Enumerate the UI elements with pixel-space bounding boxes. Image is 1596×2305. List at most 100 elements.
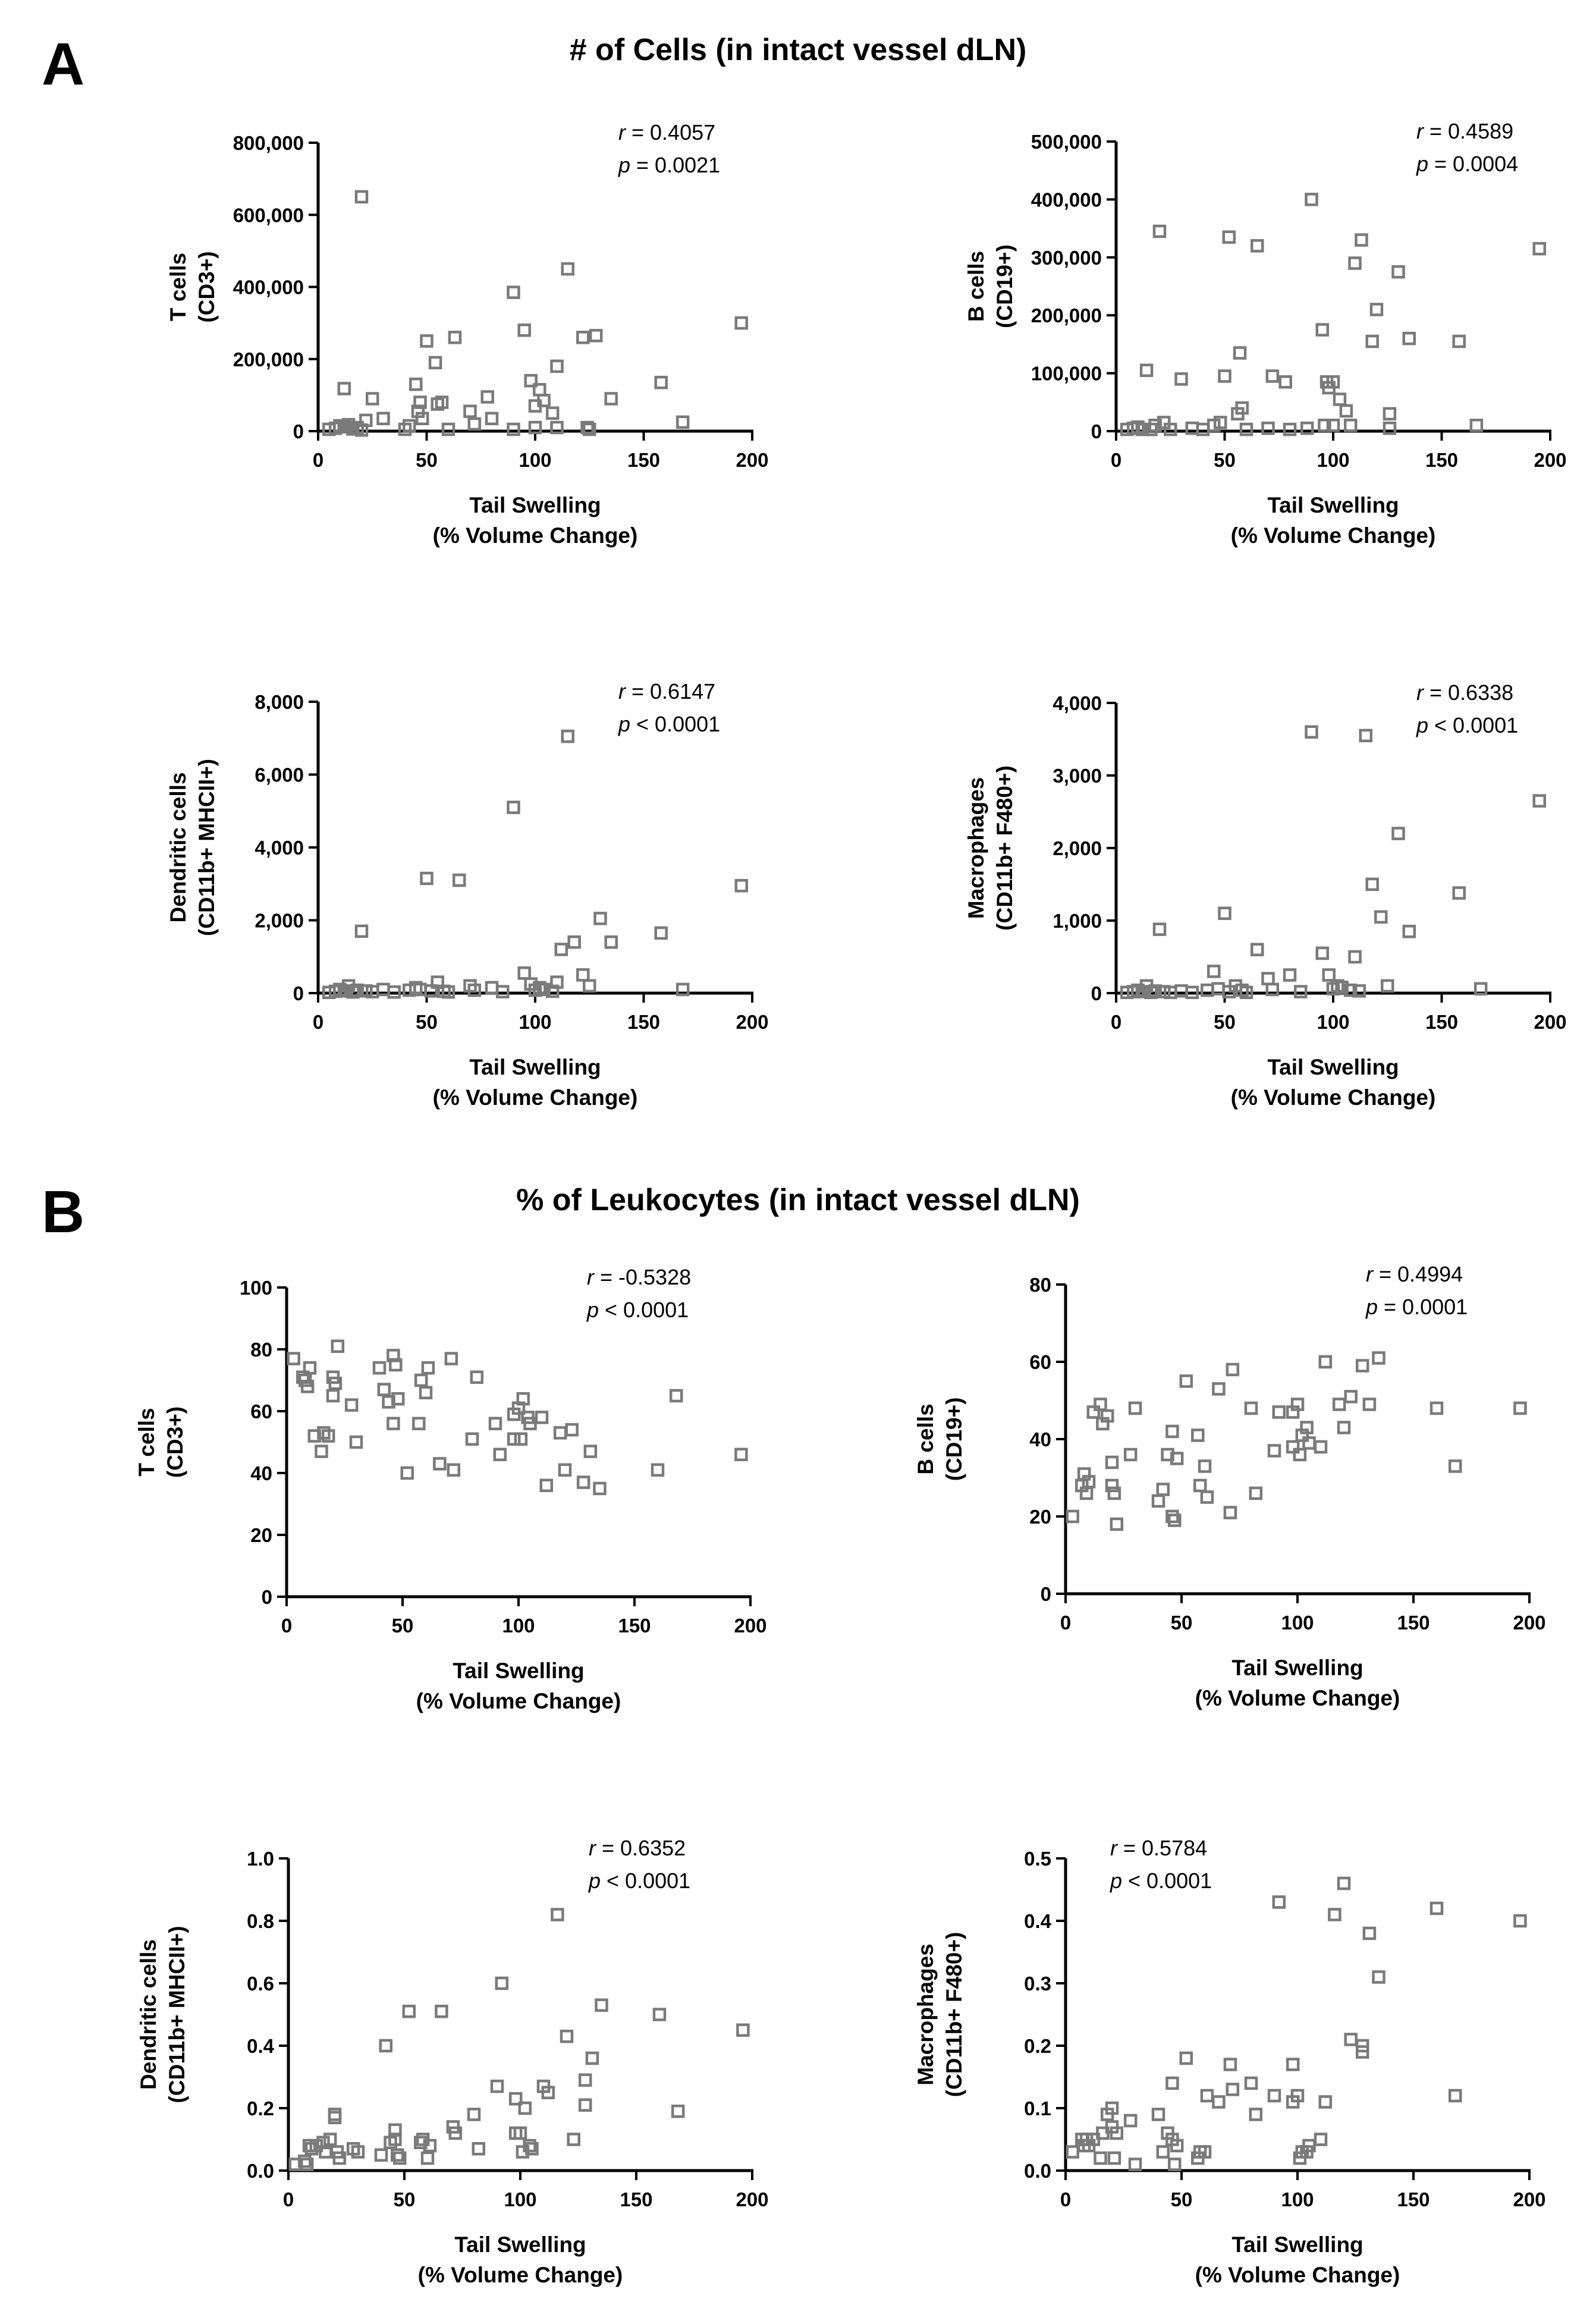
correlation-r-text: r = 0.5784 (1110, 1836, 1207, 1860)
data-point (350, 983, 364, 997)
data-point (465, 1432, 479, 1446)
y-tick-label: 2,000 (1053, 837, 1102, 859)
y-tick-label: 20 (1029, 1506, 1051, 1528)
data-point (1365, 334, 1379, 348)
y-tick-label: 0.4 (247, 2035, 275, 2057)
data-point (550, 975, 564, 989)
data-point (409, 377, 423, 391)
data-point (583, 422, 596, 436)
data-point (1223, 2058, 1237, 2071)
x-axis-label: Tail Swelling (469, 493, 601, 517)
x-tick-label: 100 (502, 1615, 535, 1637)
data-point (1218, 906, 1231, 921)
y-axis-label: T cells (166, 253, 190, 321)
x-tick-label: 0 (313, 449, 323, 471)
data-point (507, 800, 520, 814)
x-tick-label: 200 (1534, 449, 1566, 471)
data-point (1326, 375, 1340, 389)
y-tick-label: 600,000 (233, 204, 304, 226)
data-point (554, 943, 568, 956)
y-tick-label: 0.6 (247, 1973, 274, 1995)
data-point (1235, 401, 1249, 415)
scatter-b-cells-count: 0 100,000 200,000 300,000 400,000 500,000 0 50 1… (964, 119, 1567, 548)
data-point (1123, 1447, 1138, 1462)
x-axis-label-units: (% Volume Change) (1231, 1085, 1436, 1110)
correlation-r-text: r = 0.6147 (618, 679, 715, 704)
data-point (331, 1339, 345, 1354)
p-value-text: p < 0.0001 (588, 1869, 690, 1893)
data-point (1168, 2158, 1182, 2171)
data-point (1170, 2138, 1184, 2153)
x-tick-label: 150 (1425, 449, 1458, 471)
data-point (1198, 2145, 1212, 2159)
x-tick-label: 0 (1060, 1612, 1071, 1634)
data-point (420, 2151, 435, 2165)
scatter-t-cells-percent: 0 20 40 60 80 100 0 50 100 150 200 Tail Swelling (% … (134, 1265, 767, 1713)
p-symbol: p (588, 1869, 601, 1893)
correlation-r-text: r = -0.5328 (587, 1265, 691, 1289)
y-axis-label-group: B cells (CD19+) (913, 1398, 966, 1481)
p-value: < 0.0001 (601, 1869, 690, 1893)
y-tick-label: 0.4 (1024, 1910, 1052, 1932)
x-tick-label: 50 (416, 1011, 438, 1033)
data-point (287, 1352, 300, 1365)
data-point (1244, 2076, 1258, 2090)
y-tick-label: 0 (293, 420, 304, 442)
data-point (1094, 1398, 1107, 1411)
data-point (518, 2101, 532, 2115)
data-point (1200, 1490, 1214, 1504)
data-point (1222, 230, 1236, 244)
p-symbol: p (618, 153, 630, 177)
data-point (1107, 2151, 1121, 2165)
x-tick-label: 0 (1111, 1011, 1121, 1033)
data-point (1139, 363, 1154, 377)
data-point (593, 912, 607, 925)
data-point (528, 420, 542, 435)
data-point (1213, 416, 1227, 429)
y-tick-label: 40 (1029, 1428, 1051, 1450)
x-tick-label: 200 (736, 2188, 768, 2210)
data-point (516, 1392, 530, 1406)
data-point (508, 2092, 523, 2106)
y-tick-label: 0 (293, 982, 304, 1004)
data-point (567, 935, 581, 949)
y-tick-label: 0.0 (1024, 2160, 1051, 2182)
x-axis-label-units: (% Volume Change) (433, 1085, 638, 1110)
data-point (490, 2080, 504, 2093)
data-point (332, 2151, 347, 2165)
data-point (654, 375, 668, 390)
data-point (589, 329, 603, 343)
data-point (1372, 1351, 1385, 1365)
data-point (485, 981, 499, 995)
data-point (412, 1417, 426, 1431)
r-symbol: r (618, 120, 627, 145)
y-tick-label: 100,000 (1031, 363, 1102, 385)
x-tick-label: 50 (416, 449, 438, 471)
data-point (1128, 1401, 1142, 1415)
y-axis-label-group: Macrophages (CD11b+ F480+) (913, 1932, 966, 2097)
x-tick-label: 100 (1317, 449, 1349, 471)
y-tick-label: 20 (250, 1524, 272, 1546)
data-point (1249, 1486, 1263, 1500)
data-point (1226, 2083, 1240, 2096)
data-point (1100, 1409, 1114, 1423)
data-point (1165, 1509, 1179, 1524)
data-point (387, 985, 401, 999)
p-value-text: p < 0.0001 (1416, 713, 1518, 737)
y-axis-label: T cells (134, 1408, 159, 1476)
y-tick-label: 200,000 (1031, 304, 1102, 326)
data-point (734, 316, 748, 330)
data-point (1156, 2145, 1170, 2159)
data-point (1164, 422, 1177, 436)
data-point (488, 1417, 502, 1431)
data-point (1249, 2108, 1263, 2121)
data-point (1335, 980, 1349, 994)
data-point (467, 2108, 481, 2121)
data-point (435, 2005, 448, 2018)
data-point (1110, 2126, 1124, 2140)
data-point (441, 985, 455, 999)
data-point (1200, 2089, 1214, 2103)
data-point (604, 392, 618, 406)
data-point (1402, 331, 1416, 346)
panel-b-title: % of Leukocytes (in intact vessel dLN) (516, 1183, 1080, 1217)
